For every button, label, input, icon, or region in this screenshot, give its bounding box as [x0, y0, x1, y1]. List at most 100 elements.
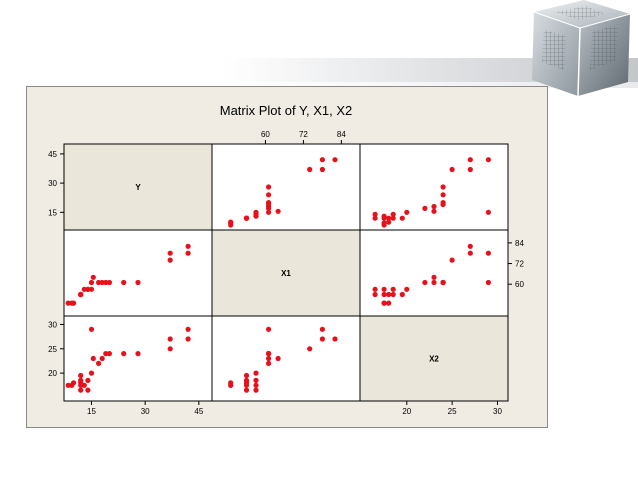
point-x2-y-17	[106, 351, 112, 357]
point-x2-y-16	[103, 351, 109, 357]
point-y-x1-18	[266, 192, 272, 198]
point-x2-y-2	[71, 380, 77, 386]
point-x2-y-9	[85, 377, 91, 383]
point-x1-y-21	[167, 250, 173, 256]
point-y-x2-17	[440, 200, 446, 206]
point-x2-x1-19	[266, 351, 272, 357]
point-y-x1-21	[319, 166, 325, 173]
point-x2-y-19	[135, 351, 141, 357]
point-x2-y-21	[167, 336, 173, 342]
point-y-x2-22	[467, 157, 473, 163]
point-x2-y-13	[88, 326, 95, 332]
globe-cube-icon	[532, 0, 631, 97]
point-x1-y-19	[135, 279, 141, 286]
point-x1-x2-4	[390, 291, 396, 298]
point-y-x2-10	[372, 211, 378, 217]
point-x2-x1-7	[243, 380, 250, 386]
x-tick-label-x2-20: 20	[402, 407, 411, 416]
matrix-plot: Matrix Plot of Y, X1, X2 Y X1 X2 15 30 45 60 7…	[48, 103, 524, 416]
point-y-x2-14	[422, 205, 428, 211]
point-x2-x1-5	[243, 372, 250, 379]
point-x2-y-18	[121, 351, 127, 357]
point-y-x2-4	[390, 215, 396, 221]
figure-panel: Matrix Plot of Y, X1, X2 Y X1 X2 15 30 45 60 7…	[26, 86, 548, 428]
point-x2-x1-3	[243, 387, 250, 393]
diagonal-panel-y	[63, 143, 213, 231]
point-x2-y-3	[78, 387, 84, 393]
x-tick-label-x1-84: 84	[337, 130, 346, 139]
point-x2-y-23	[185, 326, 191, 332]
point-x2-y-8	[81, 382, 87, 388]
point-x1-x2-19	[440, 279, 446, 286]
point-x2-x1-10	[253, 387, 259, 393]
point-x2-x1-13	[266, 326, 272, 332]
point-x2-y-12	[90, 355, 96, 362]
x-tick-label-y-45: 45	[194, 407, 203, 416]
point-x1-y-7	[78, 291, 84, 298]
point-y-x2-9	[390, 211, 396, 217]
point-x2-x1-8	[253, 382, 259, 388]
point-x2-x1-2	[228, 380, 234, 386]
x-tick-label-x2-25: 25	[448, 407, 457, 416]
point-x1-y-8	[81, 286, 87, 292]
y-tick-label-x2-25: 25	[48, 345, 57, 354]
point-x1-x2-11	[404, 286, 410, 292]
point-x1-y-16	[103, 279, 109, 286]
y-tick-label-y-30: 30	[48, 179, 57, 188]
point-x2-y-20	[167, 346, 173, 352]
point-y-x2-21	[467, 166, 473, 173]
y-tick-label-x1-72: 72	[515, 260, 524, 269]
point-y-x2-19	[440, 184, 446, 190]
header-banner	[0, 58, 638, 82]
point-x1-y-14	[96, 279, 102, 286]
point-y-x1-17	[266, 200, 272, 206]
point-y-x1-22	[332, 157, 338, 163]
point-x1-y-23	[185, 250, 191, 256]
point-x1-x2-3	[372, 291, 378, 298]
point-x1-x2-22	[467, 243, 473, 249]
point-x1-x2-5	[399, 291, 405, 298]
x-tick-label-y-15: 15	[87, 407, 96, 416]
panel-y-vs-x2	[359, 143, 509, 231]
point-x2-y-15	[99, 355, 105, 362]
point-x2-y-10	[85, 387, 91, 393]
y-tick-label-x2-30: 30	[48, 320, 57, 329]
point-y-x2-20	[449, 166, 455, 173]
point-x1-y-2	[71, 300, 77, 306]
chart-title: Matrix Plot of Y, X1, X2	[220, 103, 352, 118]
panel-x2-vs-x1	[211, 315, 361, 402]
diagonal-panel-x2	[359, 315, 509, 402]
point-x2-x1-14	[266, 360, 272, 366]
x-tick-label-x1-60: 60	[261, 130, 270, 139]
point-x1-y-17	[106, 279, 112, 286]
point-y-x1-11	[253, 209, 259, 215]
point-x1-x2-1	[381, 300, 387, 306]
point-x1-y-20	[167, 257, 173, 263]
x-tick-label-x2-30: 30	[493, 407, 502, 416]
y-tick-label-x2-20: 20	[48, 369, 57, 378]
point-x1-x2-7	[386, 291, 392, 298]
point-x2-x1-11	[253, 370, 259, 376]
point-x1-y-15	[99, 279, 105, 286]
y-tick-label-x1-60: 60	[515, 280, 524, 289]
diagonal-panel-x1	[211, 229, 361, 317]
point-x1-x2-8	[381, 286, 387, 292]
point-x1-x2-2	[386, 300, 392, 306]
point-y-x2-5	[399, 215, 405, 221]
point-y-x2-3	[372, 215, 378, 221]
x-tick-label-y-30: 30	[141, 407, 150, 416]
point-y-x2-15	[431, 203, 437, 210]
variable-label-y: Y	[135, 183, 141, 192]
point-x2-y-11	[88, 370, 95, 376]
point-y-x2-11	[404, 209, 410, 215]
y-tick-label-y-15: 15	[48, 208, 57, 217]
point-x1-x2-15	[431, 279, 437, 286]
point-x2-x1-23	[319, 326, 325, 332]
panel-x1-vs-y	[63, 229, 213, 317]
point-y-x2-1	[381, 220, 387, 226]
point-y-x2-23	[485, 157, 491, 163]
point-y-x1-12	[275, 208, 281, 214]
point-y-x2-18	[440, 192, 446, 198]
point-x2-x1-20	[307, 346, 313, 352]
point-x1-x2-13	[485, 279, 491, 286]
